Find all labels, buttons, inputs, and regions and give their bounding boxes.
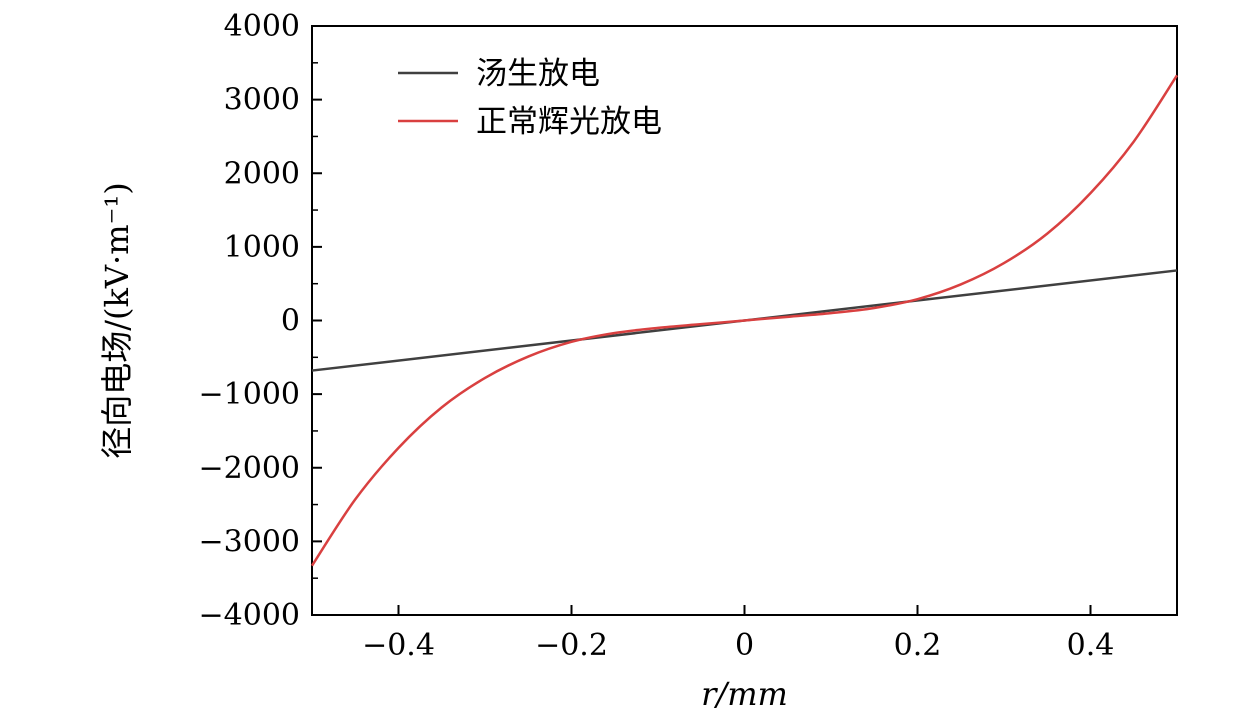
x-tick-label: 0.4 (1067, 628, 1115, 663)
legend-label: 汤生放电 (476, 56, 600, 92)
y-tick-label: 2000 (224, 156, 300, 191)
x-axis-title: r/mm (701, 675, 788, 713)
x-axis: −0.4 −0.2 0 0.2 0.4 (362, 605, 1114, 663)
x-tick-label: 0 (735, 628, 754, 663)
y-axis-title: 径向电场/(kV·m⁻¹) (98, 182, 136, 459)
y-tick-label: −3000 (199, 524, 300, 559)
axis-titles: r/mm 径向电场/(kV·m⁻¹) (98, 182, 788, 713)
x-tick-label: 0.2 (894, 628, 942, 663)
y-tick-label: 0 (281, 304, 300, 339)
y-tick-label: 4000 (224, 9, 300, 44)
y-tick-label: −4000 (199, 598, 300, 633)
y-tick-label: −1000 (199, 377, 300, 412)
y-tick-label: −2000 (199, 451, 300, 486)
y-tick-label: 1000 (224, 230, 300, 265)
y-axis: −4000 −3000 −2000 −1000 0 1000 2000 3000 4000 (199, 9, 322, 633)
series-layer (310, 74, 1179, 567)
series-line-2 (310, 74, 1179, 567)
x-tick-label: −0.4 (362, 628, 435, 663)
legend-label: 正常辉光放电 (476, 104, 662, 140)
x-tick-label: −0.2 (535, 628, 608, 663)
y-tick-label: 3000 (224, 83, 300, 118)
